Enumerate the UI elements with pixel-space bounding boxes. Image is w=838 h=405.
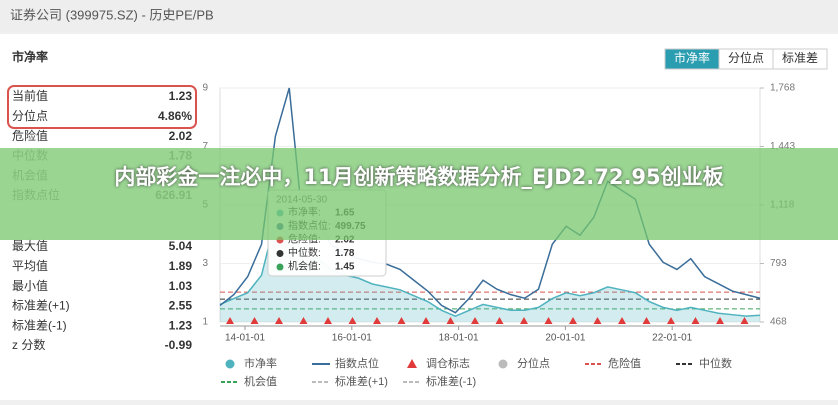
legend-label[interactable]: 分位点 [517, 356, 550, 370]
legend-label[interactable]: 调仓标志 [426, 356, 470, 370]
rebalance-marker [569, 317, 577, 324]
tab[interactable] [772, 48, 828, 70]
rebalance-marker [373, 317, 381, 324]
rebalance-marker [275, 317, 283, 324]
rebalance-marker [324, 317, 332, 324]
legend-label[interactable]: 中位数 [699, 356, 732, 370]
stat-value: 2.55 [169, 299, 193, 313]
panel-title: 市净率 [12, 49, 48, 64]
header-bar [0, 0, 838, 32]
x-tick-label: 20-01-01 [545, 333, 585, 344]
stat-label: 最小值 [12, 278, 48, 293]
legend-icon[interactable] [225, 359, 235, 369]
rebalance-marker [716, 317, 724, 324]
legend-icon[interactable] [407, 359, 417, 368]
legend-label[interactable]: 机会值 [244, 374, 277, 388]
stat-value: 5.04 [169, 239, 193, 253]
y-tick-label: 9 [202, 83, 208, 94]
legend-label[interactable]: 标准差(-1) [426, 374, 476, 388]
stat-value: 4.86% [158, 109, 192, 123]
x-tick-label: 14-01-01 [225, 333, 265, 344]
tooltip-dot [276, 250, 284, 257]
y2-tick-label: 1,768 [770, 83, 795, 94]
tab-label[interactable]: 标准差 [782, 51, 818, 65]
x-tick-label: 22-01-01 [652, 333, 692, 344]
y-tick-label: 7 [202, 141, 208, 152]
rebalance-marker [642, 317, 651, 324]
rebalance-marker [446, 317, 455, 324]
stat-label: 标准差(-1) [12, 318, 67, 332]
tab-label[interactable]: 市净率 [674, 50, 710, 65]
y-tick-label: 1 [202, 317, 208, 328]
stat-label: 分位点 [12, 108, 48, 123]
stat-label: 危险值 [12, 128, 48, 143]
stat-label: 最大值 [12, 238, 48, 253]
stat-label: 标准差(+1) [12, 299, 70, 313]
rebalance-marker [348, 317, 357, 324]
rebalance-marker [520, 317, 528, 324]
tooltip-label: 机会值: [288, 260, 321, 273]
tooltip-dot [276, 263, 284, 271]
stat-value: 2.02 [169, 129, 193, 143]
y2-tick-label: 1,443 [770, 141, 795, 152]
highlight-box [7, 85, 197, 129]
x-tick-label: 16-01-01 [332, 333, 372, 344]
stat-label: 当前值 [12, 88, 48, 103]
stat-value: 1.03 [169, 279, 193, 293]
legend-label[interactable]: 标准差(+1) [335, 374, 388, 388]
rebalance-marker [691, 317, 700, 324]
stat-value: 1.23 [169, 89, 193, 103]
y2-tick-label: 468 [770, 317, 787, 328]
tab-label[interactable]: 分位点 [728, 50, 764, 65]
y2-tick-label: 793 [770, 258, 787, 269]
tooltip-value: 1.45 [335, 262, 355, 273]
stat-value: 1.23 [169, 318, 193, 332]
rebalance-marker [250, 317, 259, 324]
tooltip-value: 1.78 [335, 248, 355, 259]
header-title: 证券公司 (399975.SZ) - 历史PE/PB [10, 7, 214, 22]
rebalance-marker [544, 317, 553, 324]
legend-label[interactable]: 市净率 [244, 356, 277, 370]
stat-label: z 分数 [12, 337, 45, 352]
rebalance-marker [226, 317, 234, 324]
rebalance-marker [422, 317, 430, 324]
tooltip-label: 中位数: [288, 246, 321, 259]
rebalance-marker [299, 317, 308, 324]
legend-label[interactable]: 危险值 [608, 356, 641, 370]
stat-label: 平均值 [12, 258, 48, 273]
stat-value: 1.89 [169, 259, 193, 273]
legend-icon[interactable] [498, 359, 508, 369]
x-tick-label: 18-01-01 [439, 333, 479, 344]
series-area [220, 205, 760, 322]
rebalance-marker [397, 317, 406, 324]
rebalance-marker [471, 317, 479, 324]
y-tick-label: 3 [202, 258, 208, 269]
rebalance-marker [593, 317, 602, 324]
rebalance-marker [740, 317, 749, 324]
tooltip-value: 2.02 [335, 235, 355, 246]
rebalance-marker [667, 317, 675, 324]
watermark: 内部彩金一注必中，11月创新策略数据分析_EJD2.72.95创业板 [0, 148, 838, 240]
rebalance-marker [495, 317, 504, 324]
rebalance-marker [618, 317, 626, 324]
stat-value: -0.99 [165, 338, 193, 352]
legend-label[interactable]: 指数点位 [335, 356, 379, 370]
